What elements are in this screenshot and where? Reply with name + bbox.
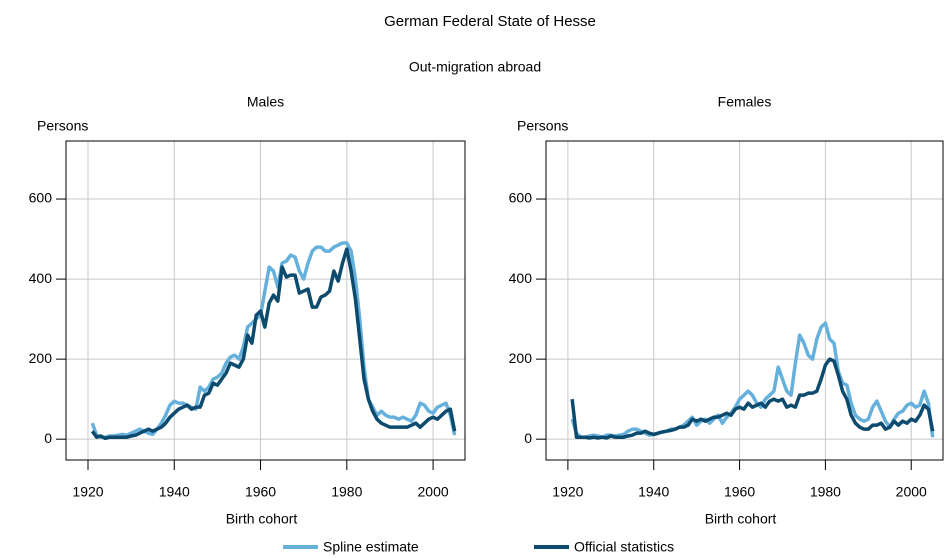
x-axis-label: Birth cohort [705, 511, 777, 527]
x-tick-label: 1980 [331, 484, 362, 500]
y-tick-label: 600 [29, 190, 53, 206]
panel-title: Females [718, 94, 772, 110]
y-tick-label: 200 [509, 350, 533, 366]
y-tick-label: 0 [524, 430, 532, 446]
legend-label: Official statistics [574, 539, 674, 555]
chart-subtitle: Out-migration abroad [409, 59, 541, 75]
panel-title: Males [247, 94, 284, 110]
y-axis-label: Persons [517, 118, 568, 134]
x-tick-label: 2000 [418, 484, 449, 500]
data-line [90, 241, 457, 439]
x-tick-label: 1960 [724, 484, 755, 500]
y-tick-label: 0 [44, 430, 52, 446]
y-tick-label: 600 [509, 190, 533, 206]
data-line [570, 321, 935, 439]
y-tick-label: 400 [509, 270, 533, 286]
x-tick-label: 1920 [552, 484, 583, 500]
y-axis-label: Persons [37, 118, 88, 134]
plot-frame [545, 140, 944, 461]
chart-title: German Federal State of Hesse [384, 13, 596, 30]
x-tick-label: 1920 [72, 484, 103, 500]
y-tick-label: 200 [29, 350, 53, 366]
x-axis-label: Birth cohort [226, 511, 298, 527]
x-tick-label: 1960 [245, 484, 276, 500]
legend-label: Spline estimate [323, 539, 419, 555]
x-tick-label: 1940 [638, 484, 669, 500]
data-line [570, 357, 935, 440]
plot-frame [65, 140, 466, 461]
x-tick-label: 1940 [159, 484, 190, 500]
x-tick-label: 2000 [896, 484, 927, 500]
x-tick-label: 1980 [810, 484, 841, 500]
data-line [90, 247, 457, 441]
y-tick-label: 400 [29, 270, 53, 286]
